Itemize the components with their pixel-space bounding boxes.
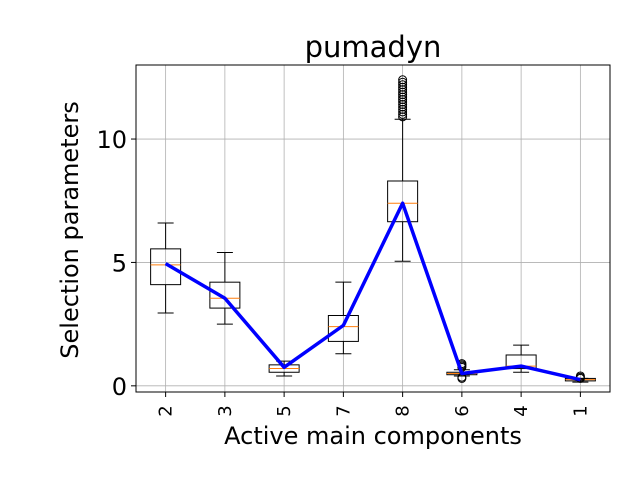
mean-line-layer [164,201,581,382]
box-iqr [209,281,241,309]
box-plots [150,75,596,383]
grid [136,65,610,392]
box-iqr [505,354,537,370]
x-tick-label: 8 [393,405,414,416]
outlier-point [398,104,408,114]
x-tick-label: 4 [511,405,532,416]
y-axis-label: Selection parameters [56,101,84,358]
x-tick-label: 2 [156,405,177,416]
chart-title: pumadyn [305,30,442,64]
mean-line [164,201,581,382]
outlier-point [398,80,408,90]
x-tick-label: 1 [570,405,591,416]
outlier-point [398,95,408,105]
outlier-point [398,97,408,107]
outlier-point [398,77,408,87]
plot-frame [135,64,611,393]
outlier-point [575,371,585,381]
box-plot-1 [564,371,596,383]
outlier-point [398,107,408,117]
box-plot-2 [150,222,182,314]
outlier-point [398,75,408,85]
outlier-point [398,92,408,102]
x-axis-label: Active main components [224,422,522,450]
box-iqr [150,248,182,286]
y-tick-label: 0 [112,373,127,401]
outlier-point [398,109,408,119]
x-tick-label: 5 [274,405,295,416]
x-tick-label: 7 [333,405,354,416]
outlier-point [398,90,408,100]
box-iqr [387,180,419,223]
y-tick-label: 10 [96,126,127,154]
outlier-point [398,99,408,109]
outlier-point [398,82,408,92]
box-plot-7 [327,281,359,355]
outlier-point [398,85,408,95]
x-tick-label: 6 [452,405,473,416]
outlier-point [398,87,408,97]
axis-ticks: 0 5 10 2 3 5 7 8 6 4 1 [96,126,591,417]
y-tick-label: 5 [112,249,127,277]
box-plot-8 [387,75,419,262]
x-tick-label: 3 [215,405,236,416]
outlier-point [398,112,408,122]
box-iqr [327,314,359,342]
outlier-point [398,102,408,112]
